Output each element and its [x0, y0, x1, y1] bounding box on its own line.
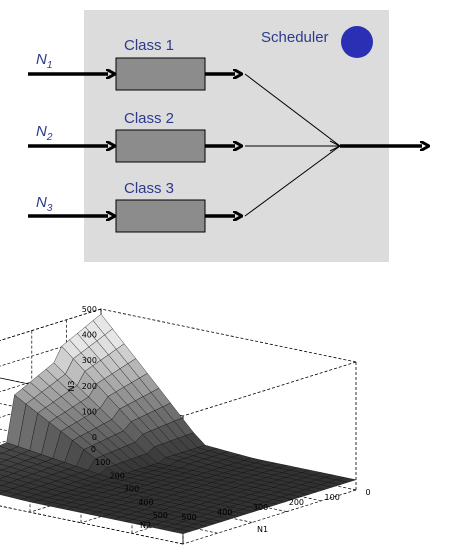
- tick-label: 200: [110, 471, 125, 480]
- tick-label: 0: [92, 433, 97, 442]
- tick-label: 300: [82, 356, 97, 365]
- tick-label: 500: [181, 513, 196, 522]
- input-arrows: [28, 74, 108, 216]
- tick-label: 100: [325, 493, 340, 502]
- input-label-1: N1: [36, 51, 52, 71]
- queue-box-2: [115, 129, 206, 163]
- tick-label: 400: [138, 498, 153, 507]
- scheduler-label: Scheduler: [261, 29, 329, 46]
- tick-label: 0: [91, 445, 96, 454]
- tick-label: 200: [289, 498, 304, 507]
- queue-box-1: [115, 57, 206, 91]
- tick-label: 0: [365, 488, 370, 497]
- tick-label: 200: [82, 382, 97, 391]
- class-label-1: Class 1: [124, 37, 174, 54]
- surface-mesh: [0, 313, 357, 535]
- tick-label: 400: [217, 508, 232, 517]
- tick-label: 100: [95, 458, 110, 467]
- tick-label: 500: [82, 305, 97, 314]
- tick-label: 300: [253, 503, 268, 512]
- input-label-3: N3: [36, 194, 53, 214]
- queue-box-3: [115, 199, 206, 233]
- class-label-2: Class 2: [124, 110, 174, 127]
- y-axis-label: N2: [140, 521, 151, 530]
- scheduler-dot: [341, 26, 373, 58]
- scheduler-diagram: Scheduler N1 N2 N3 Class 1 Class 2 Class…: [28, 10, 456, 262]
- tick-label: 400: [82, 331, 97, 340]
- tick-label: 100: [82, 407, 97, 416]
- z-axis-label: N3: [67, 380, 76, 391]
- x-axis-label: N1: [257, 525, 268, 534]
- tick-label: 500: [153, 511, 168, 520]
- input-label-2: N2: [36, 123, 53, 143]
- class-label-3: Class 3: [124, 180, 174, 197]
- queue-output-arrows: [205, 74, 235, 216]
- surface-cell: [336, 477, 357, 483]
- tick-label: 300: [124, 485, 139, 494]
